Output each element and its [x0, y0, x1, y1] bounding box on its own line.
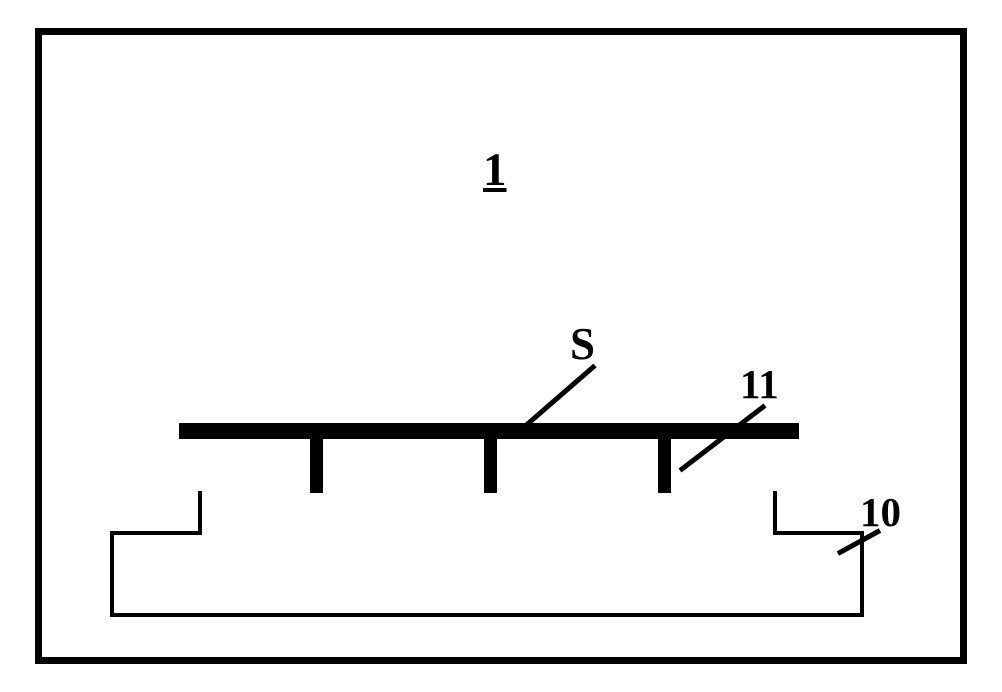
label-10: 10	[860, 488, 901, 536]
support-2	[484, 437, 497, 493]
base-shape-10	[108, 487, 866, 619]
support-3	[658, 437, 671, 493]
label-11: 11	[740, 360, 779, 408]
label-main: 1	[483, 143, 507, 197]
label-S: S	[570, 318, 595, 370]
support-1	[310, 437, 323, 493]
